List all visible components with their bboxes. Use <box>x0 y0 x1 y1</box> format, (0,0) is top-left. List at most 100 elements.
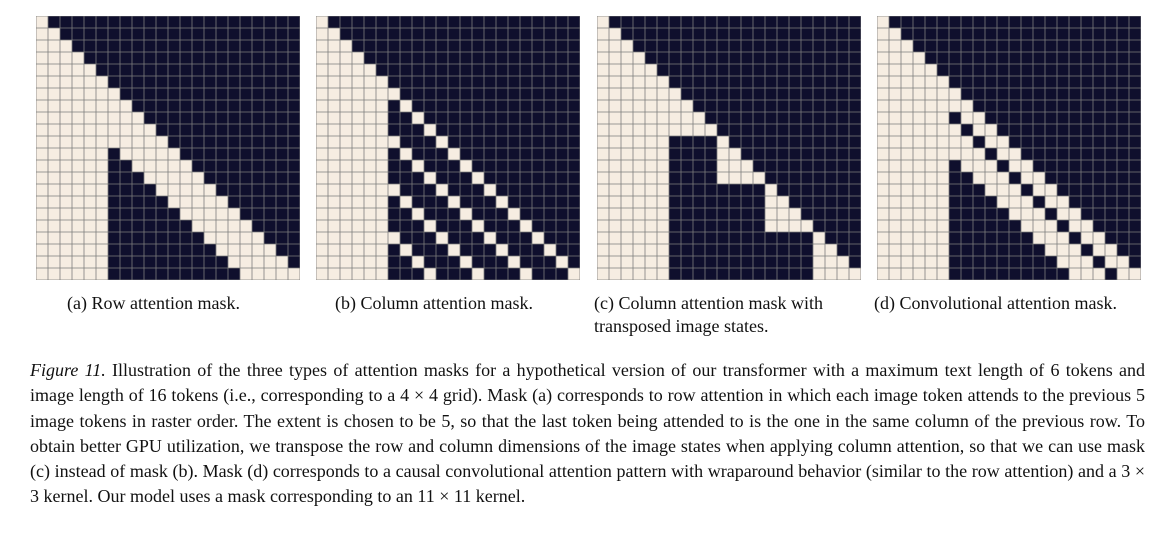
mask-cell <box>520 256 532 268</box>
mask-cell <box>520 16 532 28</box>
mask-cell <box>1129 172 1141 184</box>
mask-cell <box>949 148 961 160</box>
mask-cell <box>48 100 60 112</box>
mask-cell <box>520 184 532 196</box>
mask-cell <box>276 268 288 280</box>
mask-cell <box>777 208 789 220</box>
mask-cell <box>825 220 837 232</box>
mask-cell <box>657 16 669 28</box>
mask-cell <box>412 28 424 40</box>
mask-cell <box>889 160 901 172</box>
mask-cell <box>216 160 228 172</box>
mask-cell <box>556 112 568 124</box>
mask-cell <box>108 184 120 196</box>
mask-cell <box>412 256 424 268</box>
mask-cell <box>901 112 913 124</box>
mask-cell <box>168 148 180 160</box>
mask-cell <box>424 244 436 256</box>
mask-cell <box>1021 52 1033 64</box>
mask-cell <box>460 172 472 184</box>
mask-cell <box>412 196 424 208</box>
mask-cell <box>1021 184 1033 196</box>
mask-cell <box>532 256 544 268</box>
mask-cell <box>472 160 484 172</box>
mask-cell <box>496 208 508 220</box>
mask-cell <box>544 232 556 244</box>
mask-cell <box>204 124 216 136</box>
mask-cell <box>376 184 388 196</box>
mask-cell <box>1129 196 1141 208</box>
mask-cell <box>108 232 120 244</box>
mask-cell <box>813 196 825 208</box>
mask-cell <box>741 208 753 220</box>
mask-cell <box>108 160 120 172</box>
mask-cell <box>412 208 424 220</box>
mask-cell <box>937 40 949 52</box>
mask-cell <box>645 100 657 112</box>
mask-cell <box>364 88 376 100</box>
mask-cell <box>240 124 252 136</box>
mask-cell <box>801 136 813 148</box>
mask-cell <box>633 40 645 52</box>
mask-cell <box>36 124 48 136</box>
mask-cell <box>448 220 460 232</box>
mask-cell <box>532 220 544 232</box>
mask-cell <box>1069 28 1081 40</box>
mask-cell <box>388 184 400 196</box>
mask-cell <box>96 172 108 184</box>
mask-cell <box>388 124 400 136</box>
mask-cell <box>264 112 276 124</box>
mask-cell <box>264 16 276 28</box>
mask-cell <box>328 244 340 256</box>
mask-cell <box>340 256 352 268</box>
mask-cell <box>48 40 60 52</box>
mask-cell <box>1057 136 1069 148</box>
mask-cell <box>889 196 901 208</box>
mask-cell <box>657 40 669 52</box>
mask-cell <box>288 268 300 280</box>
mask-cell <box>937 52 949 64</box>
mask-cell <box>472 148 484 160</box>
mask-cell <box>693 40 705 52</box>
mask-cell <box>328 232 340 244</box>
mask-cell <box>645 112 657 124</box>
mask-cell <box>705 268 717 280</box>
subcaption-d: (d) Convolutional attention mask. <box>874 293 1117 313</box>
mask-cell <box>681 148 693 160</box>
mask-cell <box>997 88 1009 100</box>
mask-cell <box>609 136 621 148</box>
mask-cell <box>84 136 96 148</box>
mask-cell <box>424 220 436 232</box>
mask-cell <box>813 64 825 76</box>
mask-cell <box>837 160 849 172</box>
mask-cell <box>973 76 985 88</box>
mask-cell <box>681 124 693 136</box>
mask-cell <box>316 208 328 220</box>
mask-cell <box>60 172 72 184</box>
mask-cell <box>364 196 376 208</box>
mask-cell <box>925 100 937 112</box>
mask-cell <box>1057 124 1069 136</box>
mask-cell <box>1009 232 1021 244</box>
mask-cell <box>484 88 496 100</box>
mask-cell <box>436 268 448 280</box>
mask-cell <box>156 196 168 208</box>
mask-cell <box>889 52 901 64</box>
mask-cell <box>216 28 228 40</box>
mask-cell <box>657 232 669 244</box>
mask-cell <box>180 208 192 220</box>
mask-cell <box>913 220 925 232</box>
mask-cell <box>889 64 901 76</box>
mask-cell <box>520 208 532 220</box>
mask-cell <box>144 100 156 112</box>
mask-cell <box>204 52 216 64</box>
mask-cell <box>1093 208 1105 220</box>
mask-cell <box>108 172 120 184</box>
mask-cell <box>985 40 997 52</box>
mask-cell <box>901 208 913 220</box>
mask-cell <box>532 208 544 220</box>
mask-cell <box>753 244 765 256</box>
mask-cell <box>264 88 276 100</box>
mask-cell <box>508 88 520 100</box>
mask-cell <box>949 160 961 172</box>
